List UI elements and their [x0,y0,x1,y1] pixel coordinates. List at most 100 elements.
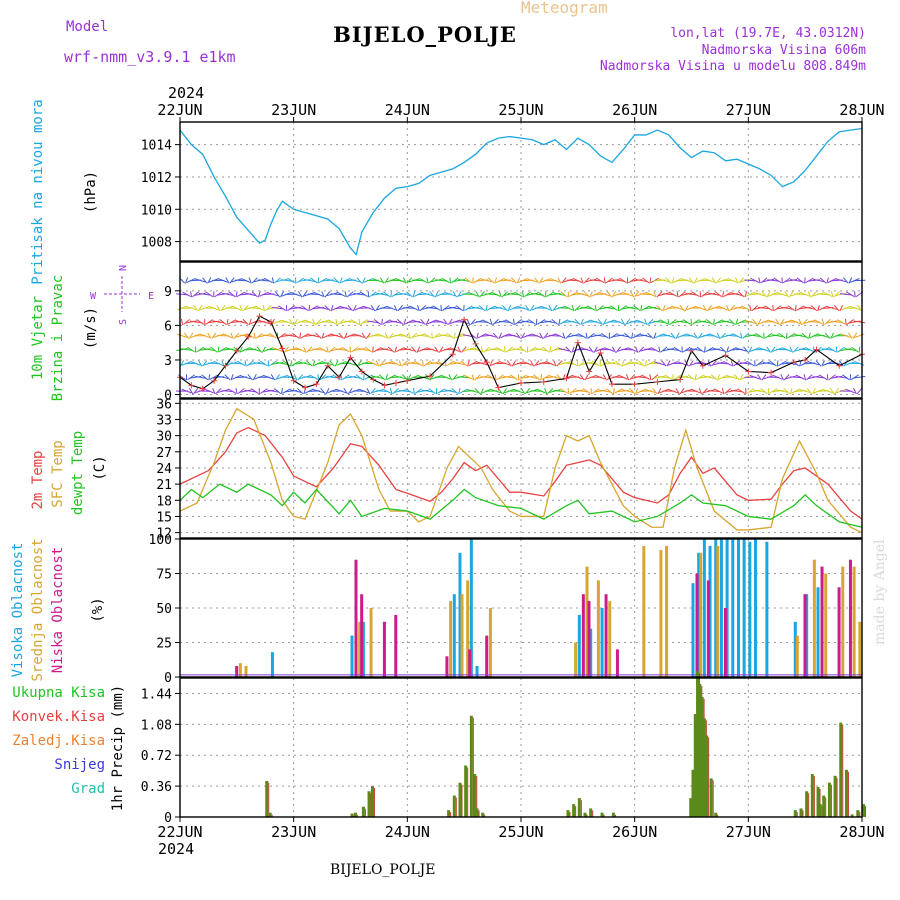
wind-arrow [371,375,384,379]
precip-conv-bar [569,812,571,817]
precip-conv-bar [373,788,375,817]
wind-arrow [403,318,407,326]
precip-bar [833,775,837,817]
cloud-bar-high [475,665,479,677]
wind-arrow [479,291,485,298]
wind-arrow [441,277,450,284]
wind-arrow [466,318,471,326]
wind-arrow [730,360,734,367]
wind-arrow [712,347,725,352]
cloud-bar-mid [642,545,646,677]
wind-arrow [789,376,802,379]
precip-bar [698,684,702,817]
cloud-bar-mid [858,621,862,677]
wind-arrow [176,293,188,296]
wind-arrow [729,305,736,312]
cloud-bar-low [382,621,386,677]
wind-arrow [248,277,252,284]
wind-arrow [235,320,247,324]
wind-arrow [735,318,739,326]
wind-arrow [460,360,468,367]
cloud-bar-mid [852,566,856,677]
cloud-bar-low [820,566,824,677]
wind-arrow [249,361,261,366]
wind-arrow [707,360,712,367]
wind-arrow [641,374,651,380]
wind-arrow [645,291,655,297]
wind-arrow [187,346,195,353]
wind-arrow [804,277,806,284]
wind-arrow [417,334,429,337]
wind-arrow [366,332,371,339]
precip-bar [714,812,718,817]
wind-arrow [482,319,492,325]
wind-arrow [834,387,839,395]
wind-arrow [315,332,322,339]
x-tick-label-top: 24JUN [385,101,430,119]
wind-arrow [781,347,792,352]
wind-arrow [343,332,348,339]
wind-arrow [642,277,650,284]
wind-arrow [802,318,808,326]
wind-arrow [505,319,514,325]
wind-arrow [539,332,544,339]
wind-arrow [602,318,607,326]
wind-arrow [649,306,661,310]
wind-arrow [439,334,452,338]
wind-arrow [567,291,570,298]
wind-arrow [409,305,419,311]
wind-arrow [364,374,373,380]
precip-bar [702,718,706,817]
temp-unit-label: (C) [92,455,108,480]
wind-arrow [826,320,838,324]
wind-arrow [709,333,719,339]
cloud-bar-mid [699,552,703,677]
wind-arrow [665,277,672,284]
wind-arrow [214,291,223,298]
wind-arrow [298,291,303,298]
cloud-bar-high [731,539,735,677]
wind-arrow [739,374,744,381]
precip-bar [600,812,604,817]
wind-arrow [237,388,245,395]
precip-bar [862,804,865,817]
wind-arrow [513,388,524,394]
wind-arrow [728,318,736,325]
wind-arrow [263,375,274,380]
wind-arrow [806,388,813,395]
wind-arrow [315,318,322,325]
cloud-bar-mid [574,642,578,677]
wind-arrow [422,360,424,367]
x-tick-label-top: 28JUN [839,101,884,119]
wind-arrow [563,305,574,311]
wind-arrow [766,346,771,353]
wind-arrow [511,277,517,284]
wind-arrow [780,374,784,381]
wind-arrow [839,293,852,296]
precip-bar [700,696,704,817]
pressure-axis-label: Pritisak na nivou mora [30,99,46,284]
wind-gust-marker [313,381,320,388]
wind-arrow [192,291,200,298]
wind-gust-marker [699,362,706,369]
wind-arrow [512,318,515,325]
wind-arrow [497,387,503,395]
cloud-bar-high [725,539,729,677]
precip-bar [705,735,709,817]
wind-arrow [196,319,205,325]
wind-arrow [244,292,256,297]
cloud-bar-low [360,594,364,677]
y-tick-label-cloud: 75 [156,568,172,583]
wind-arrow [235,291,238,298]
wind-arrow [505,346,513,353]
wind-arrow [366,387,371,395]
wind-arrow [507,293,520,296]
wind-arrow [261,346,266,353]
footer-station: BIJELO_POLJE [330,862,436,878]
wind-arrow [652,387,658,395]
panel-frame-cloud [179,538,863,678]
wind-arrow [319,374,327,381]
cloud-bar-high [702,539,706,677]
wind-arrow [691,291,700,298]
wind-arrow [498,291,502,298]
